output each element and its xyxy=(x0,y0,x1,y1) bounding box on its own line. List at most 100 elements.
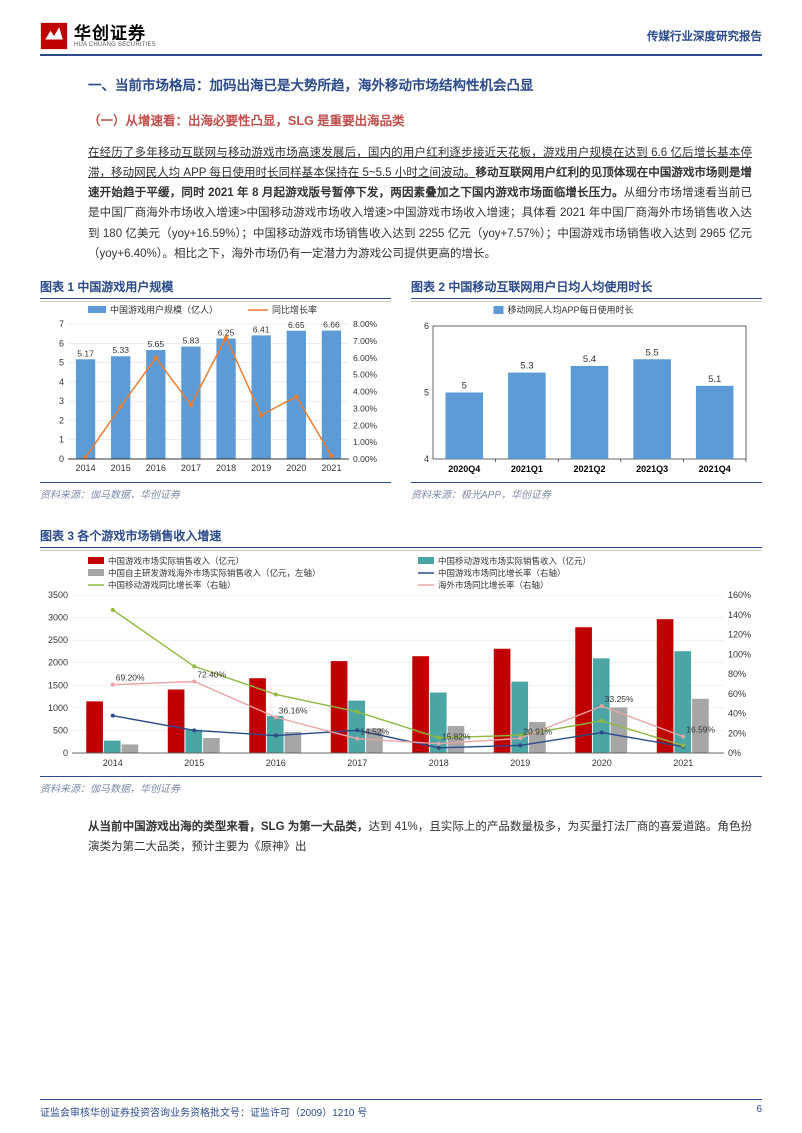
svg-text:2020Q4: 2020Q4 xyxy=(448,464,480,474)
svg-text:2021Q3: 2021Q3 xyxy=(636,464,668,474)
svg-text:72.40%: 72.40% xyxy=(197,669,226,679)
svg-text:100%: 100% xyxy=(728,649,751,659)
logo-text-en: HUA CHUANG SECURITIES xyxy=(74,42,156,48)
svg-text:5: 5 xyxy=(424,387,429,397)
svg-text:60%: 60% xyxy=(728,689,746,699)
svg-text:3: 3 xyxy=(59,396,64,406)
svg-text:5.1: 5.1 xyxy=(708,374,721,385)
svg-text:14.52%: 14.52% xyxy=(360,726,389,736)
svg-text:2021Q1: 2021Q1 xyxy=(511,464,543,474)
svg-text:2021: 2021 xyxy=(321,463,341,473)
svg-text:2021Q2: 2021Q2 xyxy=(573,464,605,474)
svg-text:5.65: 5.65 xyxy=(148,339,165,349)
svg-text:2021: 2021 xyxy=(673,758,693,768)
page-header: 华创证券 HUA CHUANG SECURITIES 传媒行业深度研究报告 xyxy=(40,22,762,56)
svg-text:4: 4 xyxy=(424,454,429,464)
svg-text:6: 6 xyxy=(59,338,64,348)
svg-text:69.20%: 69.20% xyxy=(116,672,145,682)
chart2-title: 图表 2 中国移动互联网用户日均人均使用时长 xyxy=(411,278,762,299)
svg-text:40%: 40% xyxy=(728,708,746,718)
svg-text:120%: 120% xyxy=(728,629,751,639)
svg-text:中国游戏市场同比增长率（右轴）: 中国游戏市场同比增长率（右轴） xyxy=(438,568,566,578)
body-paragraph-2: 从当前中国游戏出海的类型来看，SLG 为第一大品类，达到 41%，且实际上的产品… xyxy=(88,817,752,857)
footer-page-num: 6 xyxy=(756,1104,762,1119)
svg-text:海外市场同比增长率（右轴）: 海外市场同比增长率（右轴） xyxy=(438,580,549,590)
svg-text:同比增长率: 同比增长率 xyxy=(272,304,317,315)
svg-text:6.00%: 6.00% xyxy=(353,353,378,363)
svg-text:2019: 2019 xyxy=(510,758,530,768)
body-paragraph-1: 在经历了多年移动互联网与移动游戏市场高速发展后，国内的用户红利逐步接近天花板，游… xyxy=(88,143,752,264)
chart3-title: 图表 3 各个游戏市场销售收入增速 xyxy=(40,527,762,548)
svg-text:2.00%: 2.00% xyxy=(353,420,378,430)
logo: 华创证券 HUA CHUANG SECURITIES xyxy=(40,22,156,50)
svg-text:2017: 2017 xyxy=(347,758,367,768)
chart2-canvas: 移动网民人均APP每日使用时长 4 5 6 5 5.3 5.4 5.5 5.1 2020Q4 202… xyxy=(411,301,762,480)
chart1-title: 图表 1 中国游戏用户规模 xyxy=(40,278,391,299)
svg-text:中国自主研发游戏海外市场实际销售收入（亿元，左轴）: 中国自主研发游戏海外市场实际销售收入（亿元，左轴） xyxy=(108,568,321,578)
svg-text:2020: 2020 xyxy=(592,758,612,768)
svg-text:0: 0 xyxy=(59,454,64,464)
svg-text:2016: 2016 xyxy=(146,463,166,473)
svg-text:2015: 2015 xyxy=(111,463,131,473)
svg-text:0.00%: 0.00% xyxy=(353,454,378,464)
svg-text:20.91%: 20.91% xyxy=(523,726,552,736)
footer-left: 证监会审核华创证券投资咨询业务资格批文号：证监许可（2009）1210 号 xyxy=(40,1104,367,1119)
svg-text:33.25%: 33.25% xyxy=(605,694,634,704)
svg-text:2016: 2016 xyxy=(266,758,286,768)
svg-text:8.00%: 8.00% xyxy=(353,319,378,329)
chart3-canvas: 中国游戏市场实际销售收入（亿元） 中国移动游戏市场实际销售收入（亿元） 中国自主研发… xyxy=(40,550,762,774)
svg-text:5: 5 xyxy=(59,357,64,367)
chart3-block: 图表 3 各个游戏市场销售收入增速 中国游戏市场实际销售收入（亿元） 中国移动游戏… xyxy=(40,527,762,795)
svg-text:2018: 2018 xyxy=(216,463,236,473)
page-footer: 证监会审核华创证券投资咨询业务资格批文号：证监许可（2009）1210 号 6 xyxy=(40,1099,762,1119)
svg-text:2: 2 xyxy=(59,415,64,425)
svg-text:16.59%: 16.59% xyxy=(686,724,715,734)
svg-text:140%: 140% xyxy=(728,610,751,620)
svg-text:80%: 80% xyxy=(728,669,746,679)
svg-text:6: 6 xyxy=(424,321,429,331)
chart2-source: 资料来源：极光APP，华创证券 xyxy=(411,482,762,501)
svg-text:2021Q4: 2021Q4 xyxy=(699,464,731,474)
sub-title: （一）从增速看：出海必要性凸显，SLG 是重要出海品类 xyxy=(88,110,762,129)
svg-text:2020: 2020 xyxy=(286,463,306,473)
chart1-block: 图表 1 中国游戏用户规模 中国游戏用户规模（亿人） 同比增长率 0 1 2 3 4 5 6 7 0… xyxy=(40,278,391,501)
svg-text:36.16%: 36.16% xyxy=(279,705,308,715)
svg-text:2019: 2019 xyxy=(251,463,271,473)
svg-text:3500: 3500 xyxy=(48,590,68,600)
svg-text:6.41: 6.41 xyxy=(253,324,270,334)
svg-text:1000: 1000 xyxy=(48,703,68,713)
svg-text:4: 4 xyxy=(59,377,64,387)
svg-text:5.3: 5.3 xyxy=(520,360,533,371)
chart2-block: 图表 2 中国移动互联网用户日均人均使用时长 移动网民人均APP每日使用时长 4 5… xyxy=(411,278,762,501)
svg-text:移动网民人均APP每日使用时长: 移动网民人均APP每日使用时长 xyxy=(508,304,634,315)
svg-text:15.82%: 15.82% xyxy=(442,731,471,741)
svg-text:1500: 1500 xyxy=(48,680,68,690)
chart1-canvas: 中国游戏用户规模（亿人） 同比增长率 0 1 2 3 4 5 6 7 0.00% 1.00% 2.00%… xyxy=(40,301,391,480)
svg-text:2017: 2017 xyxy=(181,463,201,473)
svg-text:中国游戏用户规模（亿人）: 中国游戏用户规模（亿人） xyxy=(110,304,218,315)
report-type: 传媒行业深度研究报告 xyxy=(647,28,762,44)
svg-text:1.00%: 1.00% xyxy=(353,437,378,447)
svg-text:7: 7 xyxy=(59,319,64,329)
svg-text:中国游戏市场实际销售收入（亿元）: 中国游戏市场实际销售收入（亿元） xyxy=(108,556,244,566)
svg-text:5.00%: 5.00% xyxy=(353,369,378,379)
svg-text:6.65: 6.65 xyxy=(288,320,305,330)
svg-text:160%: 160% xyxy=(728,590,751,600)
svg-text:5.83: 5.83 xyxy=(183,335,200,345)
svg-text:2000: 2000 xyxy=(48,657,68,667)
svg-text:5.5: 5.5 xyxy=(645,347,658,358)
svg-text:1: 1 xyxy=(59,434,64,444)
svg-text:5.4: 5.4 xyxy=(583,354,596,365)
svg-text:2014: 2014 xyxy=(76,463,96,473)
svg-text:5.33: 5.33 xyxy=(112,345,129,355)
logo-text-cn: 华创证券 xyxy=(74,25,156,42)
svg-text:0%: 0% xyxy=(728,748,741,758)
svg-text:2015: 2015 xyxy=(184,758,204,768)
chart3-source: 资料来源：伽马数据，华创证券 xyxy=(40,776,762,795)
svg-text:5: 5 xyxy=(462,380,467,391)
svg-text:3000: 3000 xyxy=(48,612,68,622)
svg-text:0: 0 xyxy=(63,748,68,758)
svg-text:中国移动游戏市场实际销售收入（亿元）: 中国移动游戏市场实际销售收入（亿元） xyxy=(438,556,591,566)
svg-text:5.17: 5.17 xyxy=(77,348,94,358)
svg-text:中国移动游戏同比增长率（右轴）: 中国移动游戏同比增长率（右轴） xyxy=(108,580,236,590)
